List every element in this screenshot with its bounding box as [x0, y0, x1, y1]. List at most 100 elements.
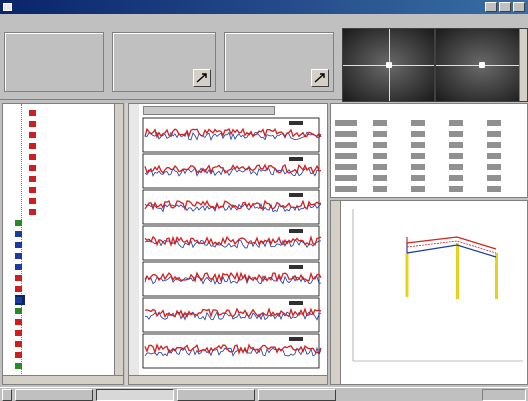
trace-line [144, 306, 322, 319]
tree-item-icon [29, 143, 36, 149]
start-button[interactable] [2, 388, 12, 401]
stats-cell [411, 153, 425, 159]
tree-item-icon [15, 275, 22, 281]
tree-item[interactable] [15, 328, 25, 338]
taskbar-task[interactable] [96, 388, 174, 401]
taskbar [0, 387, 528, 401]
trace-label [289, 193, 303, 197]
tree-item[interactable] [29, 152, 39, 162]
profile-plot [330, 200, 528, 385]
trace-label [289, 337, 303, 341]
tree-item-icon [15, 297, 22, 303]
stats-cell [449, 120, 463, 126]
trace-label [289, 265, 303, 269]
tree-item[interactable] [15, 240, 25, 250]
stats-cell [373, 131, 387, 137]
tree-item[interactable] [29, 108, 39, 118]
tree-item-icon [29, 132, 36, 138]
stats-cell [449, 131, 463, 137]
tree-item[interactable] [29, 119, 39, 129]
tree-item[interactable] [15, 262, 25, 272]
tree-item-icon [15, 341, 22, 347]
tree-item[interactable] [15, 306, 25, 316]
tree-item[interactable] [15, 229, 25, 239]
tree-item-icon [29, 198, 36, 204]
marker [478, 62, 485, 68]
trace-line [144, 131, 322, 142]
tree-item-icon [29, 110, 36, 116]
tree-item-icon [15, 286, 22, 292]
tree-item[interactable] [15, 317, 25, 327]
nav-button[interactable] [311, 69, 329, 87]
stats-cell [335, 175, 357, 181]
image-pane-left[interactable] [342, 28, 435, 102]
image-scrollbar[interactable] [519, 29, 527, 101]
tree-item-icon [15, 363, 22, 369]
trace-line [144, 127, 322, 139]
tree-item[interactable] [15, 339, 25, 349]
close-button[interactable] [513, 2, 525, 12]
stats-cell [449, 142, 463, 148]
maximize-button[interactable] [499, 2, 511, 12]
splitter[interactable] [125, 103, 128, 385]
taskbar-task[interactable] [258, 388, 336, 401]
trace-label [289, 121, 303, 125]
trace-line [144, 271, 322, 283]
tree-item[interactable] [15, 218, 25, 228]
stats-cell [487, 131, 501, 137]
stats-cell [411, 131, 425, 137]
tree-view[interactable] [2, 103, 124, 385]
tree-scrollbar-h[interactable] [3, 375, 123, 384]
image-pane-right[interactable] [435, 28, 528, 102]
taskbar-task[interactable] [15, 388, 93, 401]
tree-item-icon [15, 253, 22, 259]
arrow-icon [196, 73, 207, 83]
stats-cell [411, 120, 425, 126]
stats-cell [411, 142, 425, 148]
stats-cell [373, 153, 387, 159]
tree-item[interactable] [29, 130, 39, 140]
tree-item[interactable] [29, 207, 39, 217]
stats-cell [373, 120, 387, 126]
trace-line [144, 343, 322, 356]
tree-item[interactable] [29, 196, 39, 206]
plot-scrollbar[interactable] [331, 201, 341, 384]
stats-cell [373, 164, 387, 170]
stats-cell [335, 153, 357, 159]
title-bar [0, 0, 528, 14]
info-group-3 [224, 32, 334, 92]
tree-item[interactable] [29, 163, 39, 173]
trace-chart [142, 117, 322, 369]
tree-item[interactable] [29, 185, 39, 195]
taskbar-task[interactable] [177, 388, 255, 401]
tree-scrollbar-v[interactable] [114, 104, 123, 384]
tree-item[interactable] [15, 361, 25, 371]
tree-item[interactable] [29, 141, 39, 151]
tree-item[interactable] [15, 295, 25, 305]
app-icon [3, 3, 12, 11]
stats-cell [487, 120, 501, 126]
tree-item-icon [29, 154, 36, 160]
profile-line [406, 236, 497, 250]
trace-line [144, 167, 322, 177]
tree-item[interactable] [15, 284, 25, 294]
tree-item-icon [15, 231, 22, 237]
minimize-button[interactable] [485, 2, 497, 12]
tree-item-icon [15, 220, 22, 226]
nav-button[interactable] [193, 69, 211, 87]
tree-item[interactable] [15, 350, 25, 360]
stats-cell [373, 142, 387, 148]
stats-cell [373, 175, 387, 181]
tree-item-icon [29, 187, 36, 193]
trace-label [289, 229, 303, 233]
tree-item[interactable] [15, 251, 25, 261]
tree-item-icon [15, 319, 22, 325]
tree-item[interactable] [15, 273, 25, 283]
stats-cell [335, 120, 357, 126]
stats-cell [335, 186, 357, 192]
trace-scrollbar-v[interactable] [129, 104, 139, 384]
tree-item-icon [15, 352, 22, 358]
trace-line [144, 235, 322, 248]
trace-scrollbar-h[interactable] [129, 375, 327, 384]
tree-item[interactable] [29, 174, 39, 184]
